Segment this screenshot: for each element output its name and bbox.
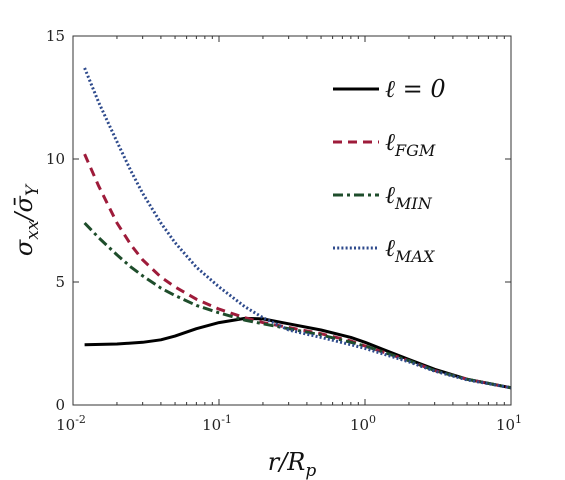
x-tick-label-1: 10-1 (202, 413, 232, 434)
x-tick-label-3: 101 (496, 413, 522, 434)
series-line-1 (83, 153, 511, 390)
y-tick-label-3: 15 (46, 27, 65, 45)
series-line-0 (84, 316, 511, 390)
x-tick-label-0: 10-2 (56, 413, 86, 434)
series-layer (83, 67, 511, 390)
ticks-layer: 10-2 10-1 100 101 0 5 10 15 (46, 27, 522, 434)
series-line-3 (83, 67, 511, 390)
axis-labels: r/Rp σxx/σ̄Y (10, 183, 316, 480)
y-tick-label-0: 0 (55, 396, 65, 414)
y-tick-label-2: 10 (46, 150, 65, 168)
legend-label-0: ℓ = 0 (385, 75, 446, 103)
legend-label-2: ℓMIN (385, 181, 433, 213)
legend-label-1: ℓFGM (385, 128, 436, 160)
legend: ℓ = 0 ℓFGM ℓMIN ℓMAX (333, 75, 446, 266)
series-line-2 (83, 221, 511, 390)
y-axis-label: σxx/σ̄Y (10, 183, 43, 256)
y-tick-label-1: 5 (55, 273, 65, 291)
legend-label-3: ℓMAX (385, 234, 435, 266)
axes-frame (72, 35, 512, 406)
x-axis-label: r/Rp (268, 448, 317, 480)
x-tick-label-2: 100 (350, 413, 376, 434)
